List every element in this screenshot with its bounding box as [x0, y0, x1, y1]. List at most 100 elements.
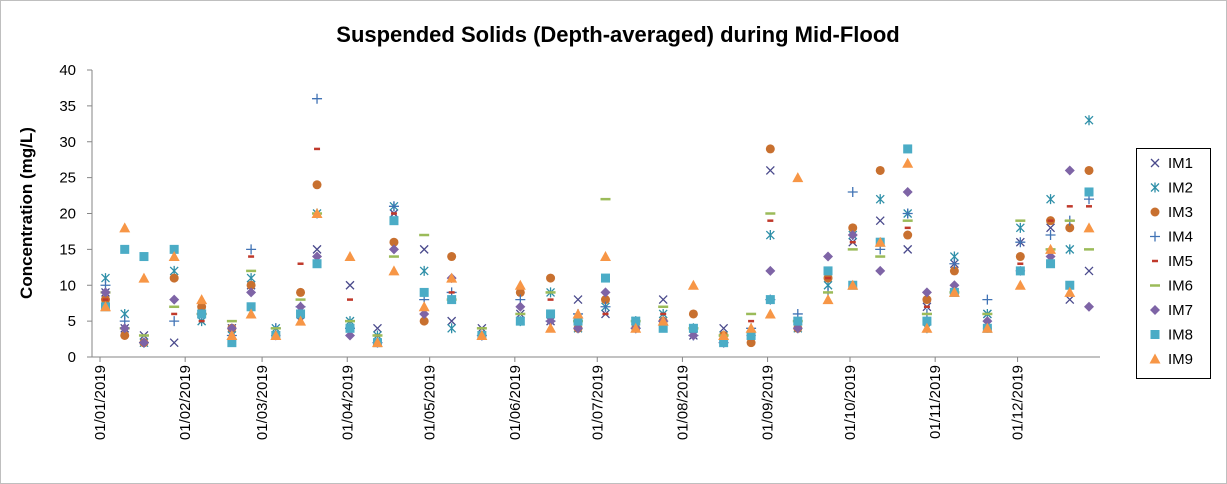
data-point: [765, 165, 775, 175]
data-point: [688, 309, 698, 319]
x-tick-label: 01/01/2019: [92, 365, 109, 440]
data-point: [388, 244, 399, 255]
data-point: [1046, 259, 1056, 269]
data-point: [1065, 244, 1075, 255]
y-tick-label: 25: [59, 170, 76, 187]
data-point: [903, 230, 913, 240]
data-point: [1015, 237, 1026, 248]
data-point: [1065, 223, 1075, 233]
data-point: [312, 93, 323, 104]
data-point: [419, 316, 429, 326]
data-point: [389, 216, 399, 226]
data-point: [1084, 115, 1094, 126]
data-point: [600, 273, 610, 283]
data-point: [1045, 251, 1056, 262]
data-point: [345, 330, 355, 341]
data-point: [312, 244, 322, 254]
data-point: [823, 266, 833, 276]
data-point: [226, 329, 238, 340]
data-point: [572, 308, 584, 319]
data-point: [1084, 165, 1094, 175]
data-point: [658, 295, 668, 305]
data-point: [270, 329, 282, 340]
data-point: [169, 316, 180, 327]
x-tick-label: 01/10/2019: [842, 365, 859, 440]
data-point: [981, 322, 993, 333]
data-point: [823, 251, 834, 262]
data-point: [120, 330, 130, 340]
data-point: [388, 265, 400, 276]
data-point: [389, 237, 399, 247]
x-tick-label: 01/09/2019: [760, 365, 777, 440]
data-point: [344, 251, 356, 262]
data-point: [138, 272, 150, 283]
data-point: [515, 316, 525, 326]
data-point: [514, 279, 526, 290]
data-point: [419, 308, 430, 319]
data-point: [765, 144, 775, 154]
data-point: [902, 208, 913, 219]
data-point: [312, 259, 322, 269]
data-point: [847, 230, 858, 241]
data-point: [1065, 280, 1075, 290]
data-point: [921, 287, 932, 298]
data-point: [100, 287, 111, 298]
legend-label: IM4: [1168, 229, 1193, 246]
data-point: [168, 251, 180, 262]
data-point: [688, 330, 699, 341]
data-point: [196, 294, 208, 305]
data-point: [197, 302, 207, 312]
data-point: [599, 251, 611, 262]
data-point: [631, 316, 641, 326]
data-point: [545, 322, 557, 333]
data-point: [903, 244, 913, 254]
data-point: [573, 323, 584, 334]
x-tick-label: 01/11/2019: [927, 365, 944, 439]
data-point: [169, 338, 179, 348]
data-point: [600, 287, 611, 298]
data-point: [227, 338, 237, 348]
legend-marker: [1150, 305, 1160, 315]
data-point: [246, 287, 257, 298]
data-point: [949, 280, 960, 291]
data-point: [1065, 295, 1075, 305]
data-point: [658, 323, 668, 333]
y-tick-label: 30: [59, 134, 76, 151]
legend-box: [1136, 148, 1211, 379]
data-point: [312, 180, 322, 190]
data-point: [765, 265, 776, 276]
data-point: [874, 236, 886, 247]
data-point: [1046, 194, 1056, 205]
data-point: [793, 316, 803, 326]
x-tick-label: 01/02/2019: [177, 365, 194, 440]
data-point: [138, 337, 149, 348]
data-point: [1015, 222, 1025, 233]
data-point: [312, 251, 323, 262]
data-point: [949, 258, 960, 269]
legend-marker: [1150, 231, 1160, 242]
data-point: [169, 294, 180, 305]
legend-marker: [1149, 353, 1161, 364]
data-point: [875, 165, 885, 175]
data-point: [419, 287, 429, 297]
data-point: [745, 322, 757, 333]
data-point: [311, 208, 323, 218]
data-point: [545, 316, 556, 327]
data-point: [848, 223, 858, 233]
legend-marker: [1150, 158, 1160, 168]
legend-label: IM1: [1168, 155, 1193, 172]
data-point: [573, 295, 583, 305]
x-tick-label: 01/04/2019: [339, 365, 356, 440]
legend-marker: [1150, 182, 1160, 193]
legend-label: IM9: [1168, 351, 1193, 368]
data-point: [546, 273, 556, 283]
data-point: [447, 323, 457, 334]
data-point: [515, 301, 526, 312]
data-point: [922, 295, 932, 305]
legend-label: IM8: [1168, 327, 1193, 344]
data-point: [139, 252, 149, 262]
x-tick-label: 01/12/2019: [1010, 365, 1027, 440]
y-tick-label: 10: [59, 277, 76, 294]
data-point: [345, 323, 355, 333]
legend-label: IM6: [1168, 278, 1193, 295]
